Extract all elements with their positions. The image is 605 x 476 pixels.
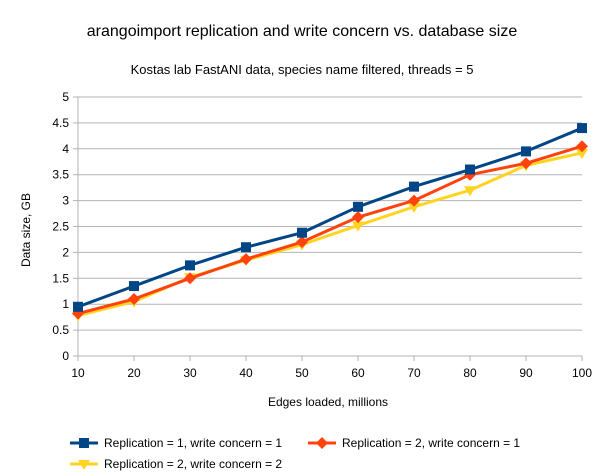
series-1-point-6	[409, 181, 419, 192]
x-tick-label-9: 100	[572, 366, 592, 380]
legend: Replication = 1, write concern = 1 Replic…	[70, 436, 520, 471]
series-2-point-9	[576, 140, 588, 153]
x-tick-label-4: 50	[295, 366, 309, 380]
series-2	[72, 140, 588, 320]
y-tick-label-0: 0	[62, 349, 69, 363]
axes	[73, 96, 583, 361]
series-1-point-0	[73, 301, 83, 312]
series-1-point-1	[129, 281, 139, 292]
series-2-point-3	[240, 253, 252, 266]
y-tick-label-8: 4	[62, 142, 69, 156]
series-3-point-5	[352, 221, 364, 232]
x-axis-label: Edges loaded, millions	[268, 395, 388, 409]
series-2-point-2	[184, 272, 196, 285]
y-tick-labels: 0 0.5 1 1.5 2 2.5 3 3.5 4 4.5 5	[52, 90, 69, 363]
y-tick-label-7: 3.5	[52, 168, 69, 182]
series-1	[73, 123, 587, 312]
series-1-point-3	[241, 242, 251, 253]
y-tick-label-5: 2.5	[52, 220, 69, 234]
y-tick-label-2: 1	[62, 297, 69, 311]
series-3-point-9	[576, 148, 588, 159]
series-1-point-8	[521, 146, 531, 157]
series-3-point-6	[408, 202, 420, 213]
legend-swatch-marker-3	[78, 460, 90, 470]
x-tick-label-6: 70	[407, 366, 421, 380]
legend-item-2: Replication = 2, write concern = 1	[308, 436, 520, 450]
series-1-point-4	[297, 227, 307, 238]
legend-label-1: Replication = 1, write concern = 1	[104, 436, 282, 450]
series-3-point-7	[464, 186, 476, 197]
x-tick-label-0: 10	[71, 366, 85, 380]
series-2-point-4	[296, 236, 308, 249]
x-tick-label-3: 40	[239, 366, 253, 380]
x-tick-label-5: 60	[351, 366, 365, 380]
legend-label-3: Replication = 2, write concern = 2	[104, 457, 282, 471]
y-tick-label-9: 4.5	[52, 116, 69, 130]
y-tick-label-4: 2	[62, 245, 69, 259]
x-tick-labels: 10 20 30 40 50 60 70 80 90 100	[71, 366, 592, 380]
series-1-point-5	[353, 201, 363, 212]
series-group	[72, 123, 588, 322]
chart-title: arangoimport replication and write conce…	[87, 23, 518, 40]
x-tick-label-7: 80	[463, 366, 477, 380]
series-2-point-1	[128, 293, 140, 306]
series-1-line	[77, 126, 583, 309]
legend-swatch-marker-1	[79, 438, 89, 448]
y-tick-label-10: 5	[62, 90, 69, 104]
series-2-point-8	[520, 157, 532, 170]
x-tick-label-2: 30	[183, 366, 197, 380]
legend-item-1: Replication = 1, write concern = 1	[70, 436, 282, 450]
x-tick-label-1: 20	[127, 366, 141, 380]
grid-lines	[78, 96, 582, 357]
chart-subtitle: Kostas lab FastANI data, species name fi…	[131, 62, 474, 77]
y-tick-label-6: 3	[62, 194, 69, 208]
y-tick-label-3: 1.5	[52, 271, 69, 285]
y-axis-label: Data size, GB	[19, 193, 33, 267]
legend-item-3: Replication = 2, write concern = 2	[70, 457, 282, 471]
series-2-line	[77, 144, 583, 315]
series-2-point-5	[352, 211, 364, 224]
legend-swatch-marker-2	[316, 437, 328, 449]
series-1-point-9	[577, 123, 587, 134]
series-2-point-6	[408, 194, 420, 207]
x-tick-label-8: 90	[519, 366, 533, 380]
series-1-point-7	[465, 164, 475, 175]
series-1-point-2	[185, 260, 195, 271]
legend-label-2: Replication = 2, write concern = 1	[342, 436, 520, 450]
y-tick-label-1: 0.5	[52, 323, 69, 337]
